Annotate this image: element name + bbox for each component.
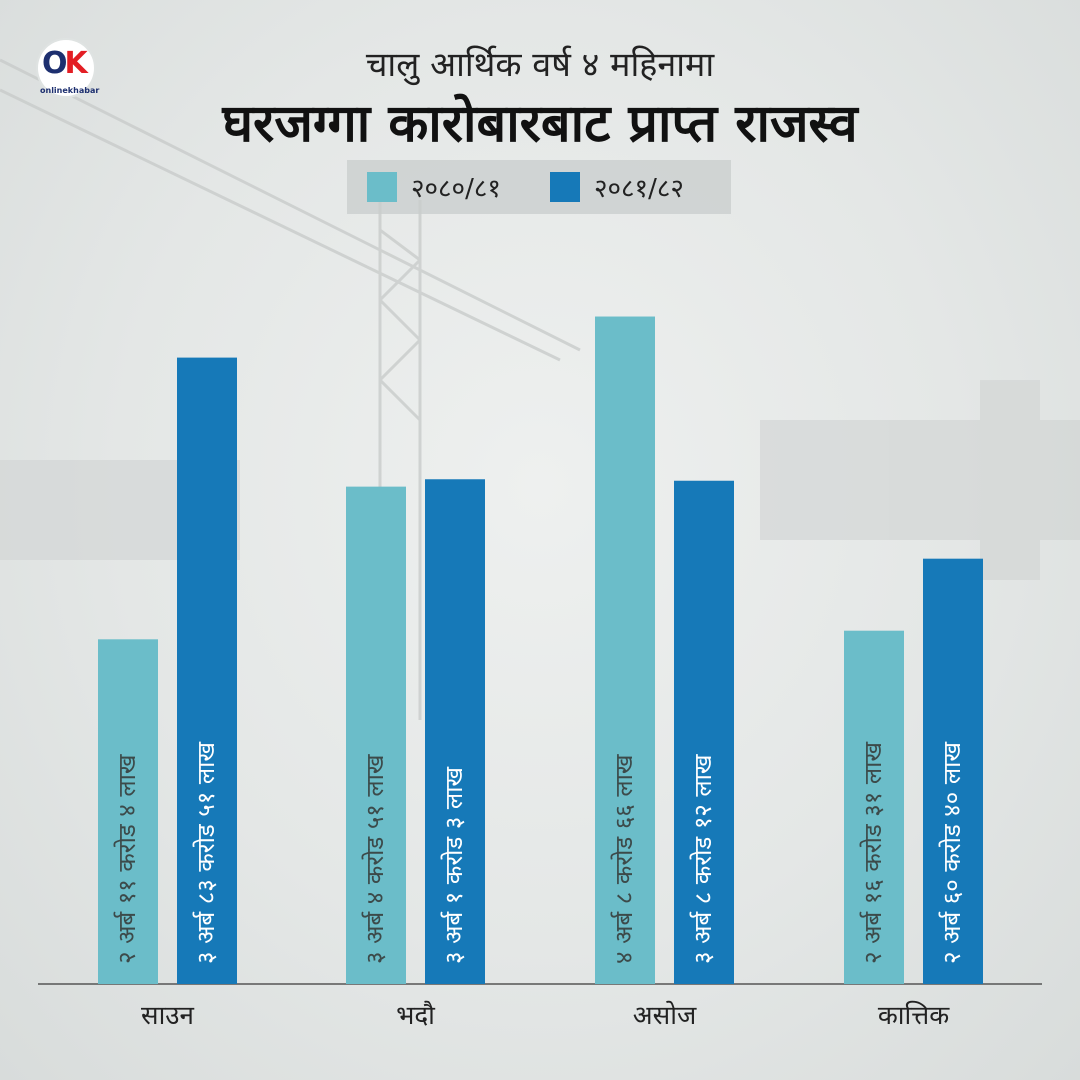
legend-label-series2: २०८१/८२: [594, 174, 684, 204]
bar-1-3: [595, 316, 655, 985]
chart-title: घरजग्गा कारोबारबाट प्राप्त राजस्व: [222, 94, 858, 154]
x-tick-label-4: कात्तिक: [878, 1000, 950, 1031]
logo-wordmark: onlinekhabar: [40, 86, 100, 95]
bar-value-label-1-2: ३ अर्ब ४ करोड ५१ लाख: [361, 754, 389, 964]
bar-1-4: [844, 630, 904, 984]
legend-swatch-series2: [550, 172, 580, 202]
bar-value-label-2-3: ३ अर्ब ८ करोड १२ लाख: [689, 754, 717, 964]
onlinekhabar-logo: OK onlinekhabar: [38, 40, 100, 100]
bar-value-label-2-4: २ अर्ब ६० करोड ४० लाख: [938, 742, 966, 964]
bar-value-label-2-1: ३ अर्ब ८३ करोड ५१ लाख: [192, 742, 220, 964]
bar-1-2: [346, 486, 406, 984]
logo-mark: OK: [42, 46, 88, 81]
legend-swatch-series1: [367, 172, 397, 202]
legend-item-2080-81: २०८०/८१: [367, 172, 501, 204]
bar-2-4: [923, 558, 983, 984]
bar-value-label-2-2: ३ अर्ब १ करोड ३ लाख: [440, 767, 468, 964]
bar-2-2: [425, 479, 485, 984]
legend-item-2081-82: २०८१/८२: [550, 172, 684, 204]
bar-2-3: [674, 480, 734, 984]
bar-value-label-1-4: २ अर्ब १६ करोड ३१ लाख: [859, 742, 887, 964]
bar-value-label-1-3: ४ अर्ब ८ करोड ६६ लाख: [610, 754, 638, 964]
bar-value-label-1-1: २ अर्ब ११ करोड ४ लाख: [113, 754, 141, 964]
legend-label-series1: २०८०/८१: [411, 174, 501, 204]
bar-2-1: [177, 357, 237, 984]
x-tick-label-1: साउन: [141, 1001, 195, 1031]
legend: २०८०/८१ २०८१/८२: [347, 160, 731, 214]
x-tick-label-2: भदौ: [396, 1000, 436, 1031]
chart-subtitle: चालु आर्थिक वर्ष ४ महिनामा: [365, 45, 715, 85]
x-tick-label-3: असोज: [633, 1000, 697, 1031]
logo-badge: [38, 40, 94, 96]
bar-1-1: [98, 639, 158, 984]
